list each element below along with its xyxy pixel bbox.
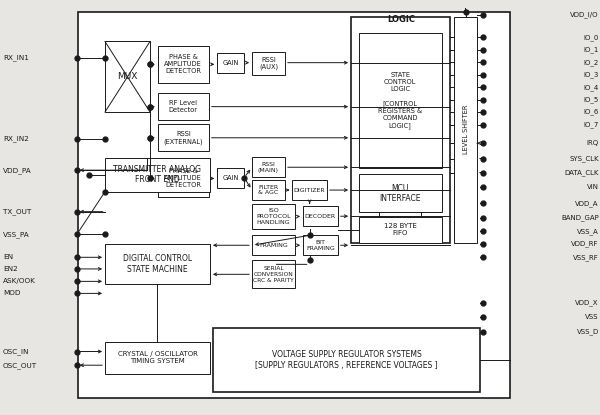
Text: VDD_RF: VDD_RF	[571, 241, 599, 247]
Text: IO_4: IO_4	[584, 84, 599, 90]
Text: PHASE &
AMPLITUDE
DETECTOR: PHASE & AMPLITUDE DETECTOR	[164, 54, 202, 74]
Bar	[252, 157, 285, 177]
Text: VDD_A: VDD_A	[575, 200, 599, 207]
Bar	[158, 46, 209, 83]
Text: DIGITIZER: DIGITIZER	[294, 188, 325, 193]
Bar	[158, 124, 209, 151]
Text: BIT
FRAMING: BIT FRAMING	[306, 240, 335, 251]
Bar	[292, 180, 327, 200]
Text: VSS_A: VSS_A	[577, 228, 599, 234]
Text: EN2: EN2	[3, 266, 18, 272]
Text: RSSI
(AUX): RSSI (AUX)	[259, 56, 278, 70]
Text: VDD_X: VDD_X	[575, 300, 599, 306]
Text: BAND_GAP: BAND_GAP	[561, 215, 599, 221]
Bar	[252, 180, 285, 200]
Text: FILTER
& AGC: FILTER & AGC	[259, 185, 278, 195]
Text: IO_6: IO_6	[583, 109, 599, 115]
Text: IO_2: IO_2	[584, 59, 599, 66]
Text: PHASE &
AMPLITUDE
DETECTOR: PHASE & AMPLITUDE DETECTOR	[164, 168, 202, 188]
Bar	[351, 17, 450, 243]
Text: LEVEL SHIFTER: LEVEL SHIFTER	[463, 105, 469, 154]
Text: VDD_PA: VDD_PA	[3, 167, 32, 173]
Text: RX_IN1: RX_IN1	[3, 55, 29, 61]
Text: IO_5: IO_5	[584, 96, 599, 103]
Text: STATE
CONTROL
LOGIC

[CONTROL
REGISTERS &
COMMAND
LOGIC]: STATE CONTROL LOGIC [CONTROL REGISTERS &…	[378, 72, 422, 129]
Text: RX_IN2: RX_IN2	[3, 136, 29, 142]
Text: TX_OUT: TX_OUT	[3, 208, 31, 215]
Bar	[105, 158, 210, 192]
Text: VOLTAGE SUPPLY REGULATOR SYSTEMS
[SUPPLY REGULATORS , REFERENCE VOLTAGES ]: VOLTAGE SUPPLY REGULATOR SYSTEMS [SUPPLY…	[255, 350, 438, 370]
Text: VDD_I/O: VDD_I/O	[570, 11, 599, 18]
Bar	[252, 52, 285, 75]
Bar	[303, 206, 338, 226]
Text: ISO
PROTOCOL
HANDLING: ISO PROTOCOL HANDLING	[256, 208, 291, 225]
Bar	[213, 328, 480, 392]
Bar	[105, 342, 210, 374]
Text: IO_3: IO_3	[583, 71, 599, 78]
Text: SERIAL
CONVERSION
CRC & PARITY: SERIAL CONVERSION CRC & PARITY	[253, 266, 294, 283]
Text: VSS: VSS	[586, 315, 599, 320]
Text: VSS_D: VSS_D	[577, 329, 599, 335]
Text: 128 BYTE
FIFO: 128 BYTE FIFO	[384, 223, 416, 237]
Bar	[359, 217, 442, 243]
Text: OSC_OUT: OSC_OUT	[3, 362, 37, 369]
Text: RSSI
(MAIN): RSSI (MAIN)	[258, 162, 279, 173]
Text: TRANSMITTER ANALOG
FRONT END: TRANSMITTER ANALOG FRONT END	[113, 165, 202, 184]
Text: ASK/OOK: ASK/OOK	[3, 278, 36, 284]
Text: DECODER: DECODER	[305, 214, 336, 219]
Bar	[105, 244, 210, 284]
Text: OSC_IN: OSC_IN	[3, 348, 29, 355]
Bar	[359, 33, 442, 168]
Text: VSS_RF: VSS_RF	[573, 254, 599, 261]
Text: VIN: VIN	[587, 184, 599, 190]
Text: VSS_PA: VSS_PA	[3, 231, 30, 238]
Bar	[158, 93, 209, 120]
Text: MCU
INTERFACE: MCU INTERFACE	[379, 184, 421, 203]
Text: RSSI
(EXTERNAL): RSSI (EXTERNAL)	[163, 131, 203, 145]
Text: DATA_CLK: DATA_CLK	[564, 169, 599, 176]
Text: GAIN: GAIN	[223, 175, 239, 181]
Text: MOD: MOD	[3, 290, 20, 296]
Bar	[217, 53, 244, 73]
Bar	[454, 17, 477, 243]
Text: EN: EN	[3, 254, 13, 260]
Text: IRQ: IRQ	[587, 140, 599, 146]
Bar	[252, 204, 295, 229]
Text: RF Level
Detector: RF Level Detector	[169, 100, 198, 113]
Text: IO_1: IO_1	[583, 46, 599, 53]
Text: FRAMING: FRAMING	[259, 243, 288, 248]
Bar	[105, 42, 150, 112]
Bar	[359, 174, 442, 212]
Text: GAIN: GAIN	[223, 60, 239, 66]
Bar	[217, 168, 244, 188]
Bar	[303, 235, 338, 255]
Text: IO_0: IO_0	[583, 34, 599, 41]
Text: LOGIC: LOGIC	[387, 15, 415, 24]
Bar	[78, 12, 510, 398]
Text: SYS_CLK: SYS_CLK	[569, 155, 599, 162]
Text: CRYSTAL / OSCILLATOR
TIMING SYSTEM: CRYSTAL / OSCILLATOR TIMING SYSTEM	[118, 351, 197, 364]
Bar	[252, 235, 295, 255]
Bar	[252, 260, 295, 288]
Bar	[158, 160, 209, 197]
Text: DIGITAL CONTROL
STATE MACHINE: DIGITAL CONTROL STATE MACHINE	[123, 254, 192, 273]
Text: IO_7: IO_7	[583, 121, 599, 128]
Text: MUX: MUX	[118, 72, 137, 81]
